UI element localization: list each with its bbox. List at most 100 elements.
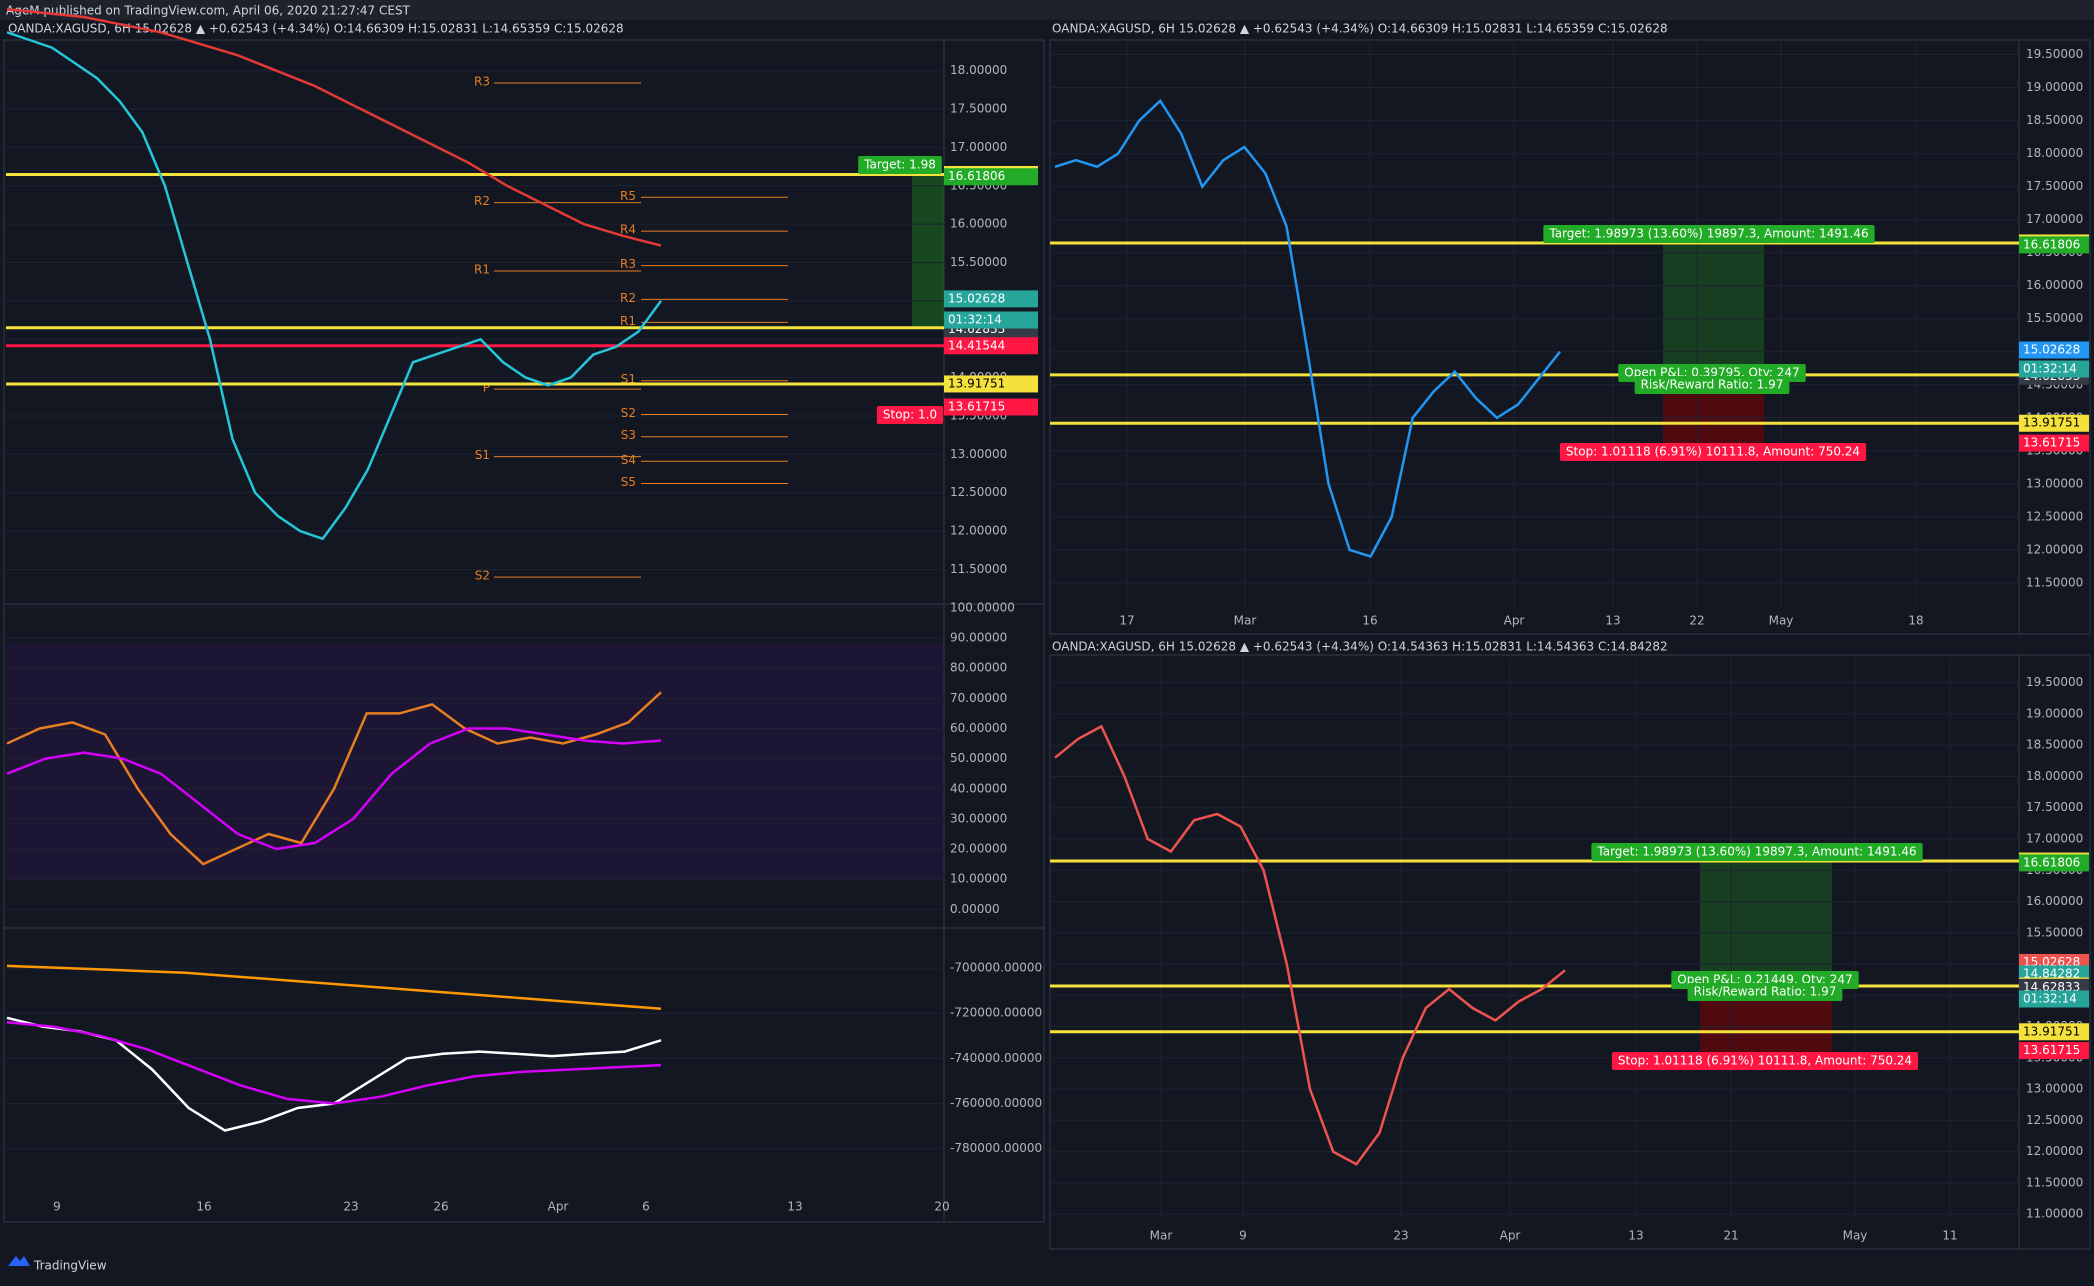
price-tag-label: 13.91751 [2023,416,2080,430]
x-tick-label: Mar [1150,1229,1173,1243]
target-zone [912,174,944,327]
y-tick-label: 100.00000 [950,600,1015,614]
y-tick-label: 17.50000 [2026,179,2083,193]
x-tick-label: 22 [1689,614,1704,628]
x-tick-label: 20 [934,1200,949,1214]
price-tag [2019,1042,2089,1060]
y-tick-label: 19.50000 [2026,47,2083,61]
countdown-bg [2019,990,2089,1008]
header-text: AgeM published on TradingView.com, April… [6,4,411,18]
x-tick-label: 16 [196,1200,211,1214]
countdown-bg [2019,360,2089,378]
price-tag-label: 13.91751 [948,376,1005,390]
y-tick-label: 16.00000 [2026,278,2083,292]
series-line [6,8,662,247]
y-tick-label: 11.50000 [2026,1175,2083,1189]
price-tag [2019,434,2089,452]
price-tag-label: 13.61715 [2023,436,2080,450]
target-zone [1700,861,1832,986]
x-tick-label: 13 [1605,614,1620,628]
x-tick-label: 13 [1628,1229,1643,1243]
countdown: 01:32:14 [948,313,1002,327]
left-frame [3,39,1045,1223]
x-tick-label: Apr [1504,614,1525,628]
panel: 100.00000 90.00000 80.00000 70.00000 60.0000… [6,600,1015,916]
pivot-label: P [483,381,490,395]
countdown: 01:32:14 [2023,992,2077,1006]
y-tick-label: 17.00000 [2026,831,2083,845]
price-tag [944,398,1038,416]
x-tick-label: May [1843,1229,1868,1243]
x-tick-label: 18 [1908,614,1923,628]
pivot-label: R1 [474,262,490,276]
y-tick-label: 0.00000 [950,902,1000,916]
annotation-box [1687,983,1843,1001]
series-line [6,691,662,866]
target-zone [1663,243,1764,374]
price-tag [944,290,1038,308]
y-tick-label: 10.00000 [950,872,1007,886]
logo [8,1256,30,1266]
price-tag [944,168,1038,186]
y-tick-label: 15.50000 [2026,925,2083,939]
y-tick-label: 19.50000 [2026,675,2083,689]
panel: -700000.00000 -720000.00000 -740000.00000 -… [6,961,1042,1155]
y-tick-label: 18.50000 [2026,738,2083,752]
x-tick-label: 21 [1723,1229,1738,1243]
y-tick-label: 11.50000 [2026,575,2083,589]
y-tick-label: 90.00000 [950,631,1007,645]
price-tag-label: 16.61806 [948,169,1005,183]
annotation-box [1559,443,1867,461]
y-tick-label: 12.00000 [950,524,1007,538]
x-tick-label: 6 [642,1200,650,1214]
price-tag-label: 14.41544 [948,338,1005,352]
y-tick-label: 12.50000 [950,485,1007,499]
series-line [1054,724,1566,1166]
y-tick-label: 11.50000 [950,562,1007,576]
panel-title: OANDA:XAGUSD, 6H 15.02628 ▲ +0.62543 (+4… [1052,640,1668,654]
pivot-label: R5 [620,189,636,203]
annotation: Risk/Reward Ratio: 1.97 [1641,378,1784,392]
annotation: Target: 1.98973 (13.60%) 19897.3, Amount… [1548,227,1868,241]
price-tag [944,375,1038,393]
pivot-label: R3 [620,257,636,271]
y-tick-label: -700000.00000 [950,961,1042,975]
price-tag-label: 15.02628 [2023,343,2080,357]
x-tick-label: 23 [343,1200,358,1214]
y-tick-label: 18.00000 [2026,146,2083,160]
y-tick-label: 30.00000 [950,811,1007,825]
y-tick-label: 20.00000 [950,842,1007,856]
series-line [6,964,662,1010]
y-tick-label: 80.00000 [950,661,1007,675]
price-tag-label: 16.61806 [2023,855,2080,869]
pivot-label: R2 [620,291,636,305]
pivot-label: S1 [475,448,490,462]
footer-brand: TradingView [33,1259,107,1273]
countdown: 01:32:14 [2023,362,2077,376]
x-tick-label: May [1769,614,1794,628]
y-tick-label: -740000.00000 [950,1051,1042,1065]
y-tick-label: 60.00000 [950,721,1007,735]
series-line [6,31,663,541]
annotation-box [1634,376,1790,394]
rsi-band [6,643,944,880]
header-bar [0,0,2094,20]
y-tick-label: 19.00000 [2026,706,2083,720]
y-tick-label: 15.50000 [950,255,1007,269]
annotation-box [1591,843,1923,861]
x-tick-label: 23 [1393,1229,1408,1243]
price-tag-label: 15.02628 [948,291,1005,305]
x-tick-label: 11 [1942,1229,1957,1243]
pivot-label: R1 [620,314,636,328]
y-tick-label: 50.00000 [950,751,1007,765]
right-top-frame [1049,39,2091,635]
price-tag-label: 13.91751 [2023,1024,2080,1038]
pivot-label: R3 [474,74,490,88]
pivot-label: R4 [620,223,636,237]
right-bottom-frame [1049,654,2091,1250]
y-tick-label: 12.50000 [2026,509,2083,523]
x-tick-label: 9 [53,1200,61,1214]
annotation: Stop: 1.01118 (6.91%) 10111.8, Amount: 7… [1566,445,1860,459]
